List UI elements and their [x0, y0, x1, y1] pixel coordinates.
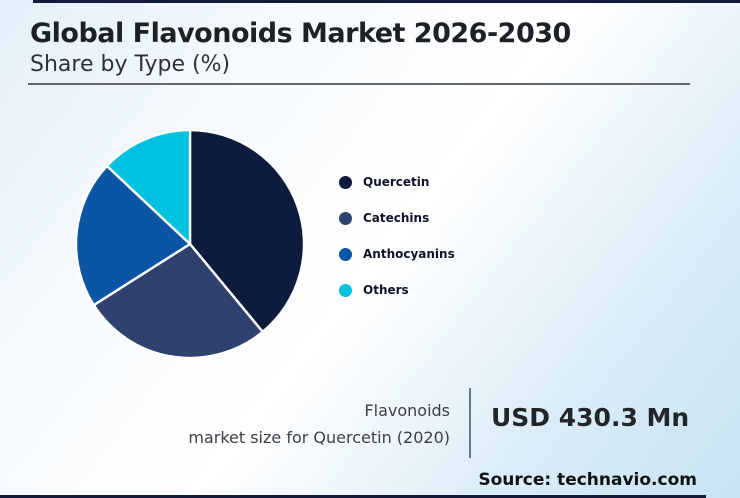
legend-item-catechins: Catechins [339, 211, 455, 225]
stat-divider [469, 388, 471, 458]
page-title: Global Flavonoids Market 2026-2030 [30, 18, 571, 49]
stat-value: USD 430.3 Mn [491, 403, 690, 432]
source-attribution: Source: technavio.com [478, 470, 697, 490]
legend-dot-anthocyanins-icon [339, 247, 352, 261]
legend-label: Catechins [363, 211, 430, 225]
chart-legend: Quercetin Catechins Anthocyanins Others [339, 175, 455, 320]
stat-label: Flavonoids market size for Quercetin (20… [188, 397, 450, 451]
pie-slice-others [105, 128, 192, 246]
legend-label: Anthocyanins [363, 247, 455, 261]
pie-slice-anthocyanins [74, 164, 192, 307]
stat-label-line2: market size for Quercetin (2020) [188, 428, 450, 447]
bottom-accent-bar [0, 495, 706, 498]
legend-dot-others-icon [339, 283, 352, 297]
legend-label: Others [363, 283, 409, 297]
page-subtitle: Share by Type (%) [30, 52, 231, 77]
top-accent-bar [33, 0, 740, 3]
title-divider [28, 83, 690, 85]
legend-item-quercetin: Quercetin [339, 175, 455, 189]
pie-slice-quercetin [188, 128, 306, 334]
pie-slice-catechins [92, 242, 264, 360]
legend-label: Quercetin [363, 175, 430, 189]
pie-chart [74, 128, 306, 360]
legend-dot-catechins-icon [339, 211, 352, 225]
stat-label-line1: Flavonoids [364, 401, 450, 420]
legend-item-anthocyanins: Anthocyanins [339, 247, 455, 261]
legend-item-others: Others [339, 283, 455, 297]
legend-dot-quercetin-icon [339, 175, 352, 189]
